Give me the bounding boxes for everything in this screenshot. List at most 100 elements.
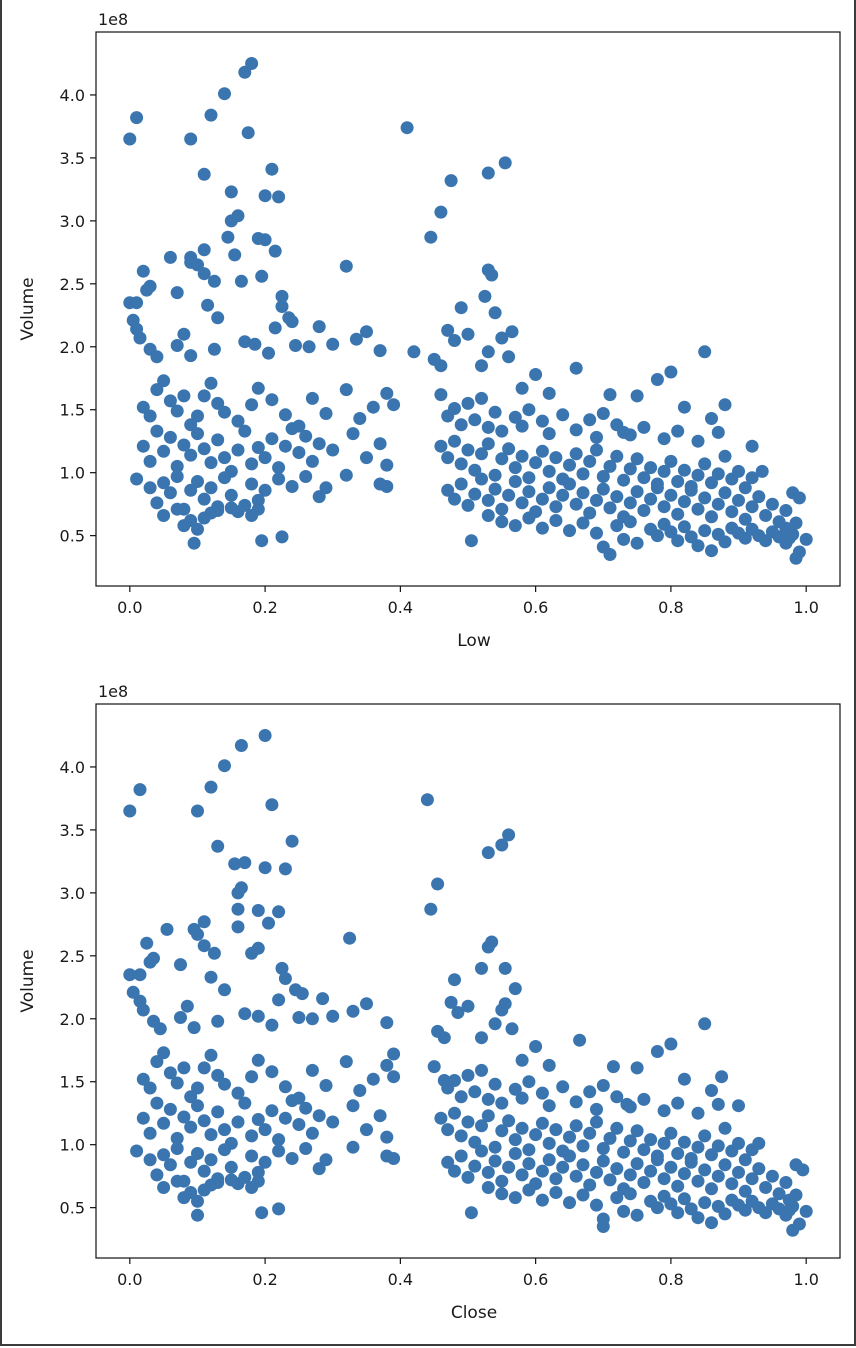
scatter-point (535, 444, 549, 458)
scatter-point (170, 470, 184, 483)
scatter-point (468, 1135, 482, 1149)
scatter-point (143, 955, 157, 969)
scatter-point (218, 1123, 231, 1137)
scatter-point (732, 1165, 745, 1179)
scatter-point (711, 425, 725, 439)
scatter-point (170, 502, 184, 516)
scatter-point (576, 1158, 590, 1172)
x-tick-label: 0.2 (252, 1270, 277, 1289)
scatter-point (157, 1148, 171, 1162)
scatter-point (204, 970, 218, 984)
scatter-point (630, 536, 644, 550)
scatter-point (461, 498, 475, 512)
scatter-point (468, 413, 482, 427)
scatter-point (184, 1155, 198, 1169)
scatter-point (191, 475, 204, 488)
scatter-point (502, 442, 516, 456)
scatter-point (684, 483, 698, 497)
scatter-point (251, 941, 265, 955)
scatter-point (285, 1152, 299, 1165)
scatter-point (495, 452, 509, 466)
scatter-point (191, 1147, 204, 1160)
scatter-point (461, 999, 475, 1013)
scatter-point (691, 502, 705, 516)
scatter-point (590, 493, 603, 507)
scatter-point (792, 491, 806, 505)
scatter-point (796, 1163, 810, 1177)
scatter-point (569, 1169, 583, 1183)
scatter-point (715, 1070, 729, 1084)
y-tick-label: 3.0 (60, 212, 85, 231)
scatter-point (711, 497, 725, 511)
scatter-point (583, 506, 597, 520)
y-tick-label: 1.0 (60, 1136, 85, 1155)
scatter-point (481, 509, 495, 522)
scatter-point (451, 1006, 465, 1019)
scatter-point (157, 509, 171, 522)
scatter-point (130, 472, 144, 486)
scatter-point (238, 65, 252, 79)
scatter-point (197, 915, 211, 929)
scatter-point (380, 1130, 394, 1144)
scatter-point (799, 532, 813, 546)
scatter-point (718, 398, 732, 412)
scatter-point (349, 332, 363, 346)
scatter-point (745, 1143, 759, 1157)
scatter-point (502, 350, 516, 364)
scatter-point (502, 1114, 516, 1128)
scatter-point (218, 1077, 231, 1091)
scatter-point (644, 461, 658, 475)
scatter-point (461, 1068, 475, 1082)
scatter-point (691, 468, 705, 482)
scatter-point (130, 296, 144, 310)
scatter-point (549, 451, 563, 465)
scatter-point (779, 521, 793, 535)
scatter-point (498, 156, 512, 170)
scatter-point (224, 501, 238, 515)
scatter-point (177, 1061, 191, 1075)
scatter-point (191, 1194, 204, 1208)
scatter-point (299, 470, 313, 483)
scatter-point (556, 408, 570, 422)
scatter-point (563, 1196, 576, 1210)
scatter-point (285, 1094, 299, 1108)
scatter-point (792, 545, 806, 559)
x-tick-label: 0.0 (117, 598, 142, 617)
scatter-point (596, 1220, 610, 1233)
scatter-point (650, 1153, 664, 1167)
scatter-point (231, 920, 245, 934)
x-tick-label: 0.2 (252, 598, 277, 617)
scatter-point (278, 439, 292, 453)
scatter-point (495, 1003, 509, 1017)
scatter-point (705, 1148, 718, 1162)
scatter-point (163, 486, 177, 500)
scatter-point (177, 327, 191, 341)
scatter-point (434, 205, 448, 219)
scatter-point (590, 1102, 603, 1116)
scatter-point (177, 1110, 191, 1124)
scatter-point (529, 1040, 543, 1053)
scatter-point (184, 448, 198, 462)
scatter-point (380, 480, 394, 493)
x-tick-label: 0.4 (388, 598, 413, 617)
scatter-point (677, 463, 691, 477)
scatter-point (475, 359, 488, 373)
scatter-point (136, 400, 150, 414)
scatter-point (312, 437, 326, 451)
scatter-point (150, 496, 164, 510)
scatter-point (204, 108, 218, 122)
scatter-point (535, 1164, 549, 1178)
scatter-point (495, 424, 509, 438)
y-offset-label: 1e8 (98, 682, 128, 701)
scatter-point (718, 486, 732, 500)
scatter-point (272, 190, 286, 204)
scatter-point (698, 524, 712, 538)
scatter-point (326, 337, 340, 351)
scatter-points (123, 57, 813, 565)
scatter-point (238, 335, 252, 349)
scatter-point (637, 471, 651, 485)
scatter-point (799, 1204, 813, 1218)
scatter-point (255, 1206, 269, 1220)
scatter-point (454, 1129, 468, 1143)
scatter-point (603, 388, 617, 402)
